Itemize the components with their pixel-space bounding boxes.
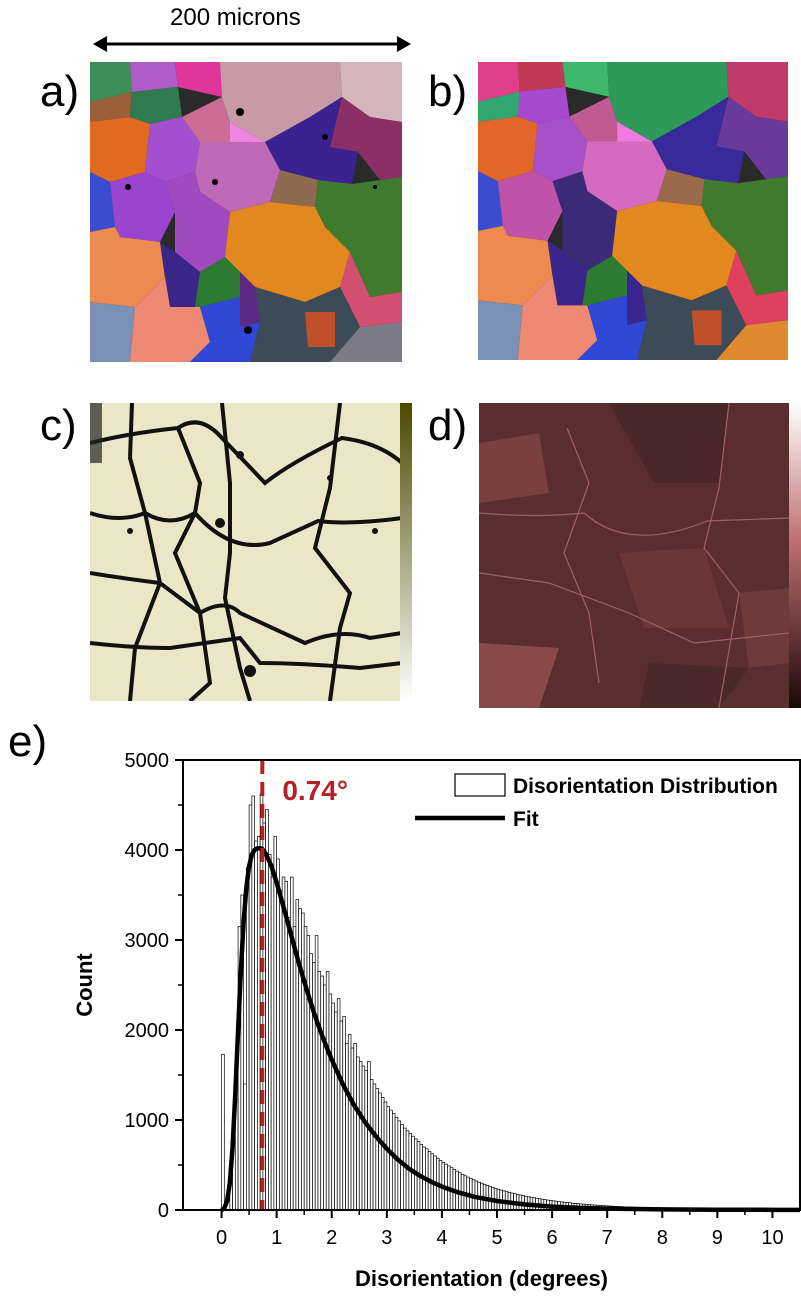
grain-boundary-map-c [90,403,412,701]
histogram-bar [367,1061,371,1211]
histogram-bar [372,1083,377,1211]
histogram-bar [279,890,283,1211]
histogram-bar [314,935,319,1211]
histogram-bar [257,836,261,1211]
fit-curve [220,845,801,1213]
x-tick-label: 6 [547,1227,558,1249]
legend-swatch-histogram [454,773,506,797]
histogram-bar [312,962,316,1211]
histogram-bar [389,1109,393,1211]
x-tick-label: 10 [761,1227,783,1249]
y-axis-label: Count [72,953,97,1017]
histogram-bar [358,1061,363,1211]
histogram-bar [292,926,297,1211]
histogram-bar [284,881,289,1211]
histogram-bar [303,926,308,1211]
x-tick-label: 0 [216,1227,227,1249]
histogram-bar [287,917,291,1211]
y-tick-label: 0 [158,1200,169,1222]
colorbar-d [789,403,801,708]
chart-axes: 0 1 2 3 4 5 6 7 8 9 10 0 1000 2000 3000 4000 5000 Disorie… [72,750,801,1291]
colorbar-c [400,403,412,701]
histogram-bar [309,953,313,1211]
histogram-bar [380,1097,385,1211]
histogram-bar [394,1116,399,1211]
peak-marker: 0.74° [260,760,348,1210]
x-tick-label: 7 [602,1227,613,1249]
histogram-bar [334,1011,338,1211]
x-tick-label: 2 [326,1227,337,1249]
y-tick-label: 3000 [125,930,170,952]
histogram-bar [243,1083,247,1211]
histogram-bar [306,935,311,1211]
panel-label-d: d) [428,401,468,450]
histogram-bar [254,840,258,1211]
x-tick-label: 4 [436,1227,447,1249]
histogram-bar [353,1043,357,1211]
histogram-bar [375,1088,379,1211]
histogram-bar [265,809,269,1211]
misorientation-map-d [479,403,801,708]
histogram-bar [221,1053,225,1211]
x-tick-label: 5 [491,1227,502,1249]
fit-line [220,845,801,1213]
histogram-bar [276,858,280,1211]
x-axis-label: Disorientation (degrees) [355,1266,608,1291]
histogram-bar [325,971,330,1211]
histogram-bar [345,1043,349,1211]
histogram-bar [336,998,341,1211]
panel-label-a: a) [40,67,80,116]
histogram-bar [364,1070,368,1211]
legend-label-fit: Fit [513,808,539,831]
histogram-bar [347,1034,352,1211]
histogram-bar [356,1056,360,1211]
histogram-bar [331,1002,335,1211]
grain-orientation-map-a [90,62,402,362]
histogram-bar [328,993,333,1211]
panel-label-b: b) [428,67,468,116]
histogram-bar [246,867,250,1211]
histogram-bar [301,912,305,1211]
histogram-bar [383,1101,388,1211]
histogram-bar [403,1127,407,1211]
panel-label-c: c) [40,401,77,450]
histogram-bar [342,1016,346,1211]
histogram-bar [378,1092,382,1211]
disorientation-histogram-chart: 0.74° 0 1 2 3 4 5 6 7 8 9 10 0 1000 2000 3000 4000 5000 D… [72,750,801,1291]
histogram-bar [397,1120,401,1211]
histogram-bar [273,836,277,1211]
y-tick-label: 2000 [125,1020,170,1042]
scale-bar-label: 200 microns [170,4,301,31]
scale-bar-arrow [93,36,411,52]
peak-value-label: 0.74° [282,775,348,806]
y-tick-label: 1000 [125,1110,170,1132]
grain-orientation-map-b [478,62,788,360]
histogram-bar [320,975,324,1211]
y-tick-label: 4000 [125,840,170,862]
histogram-bar [298,908,302,1211]
histogram-bar [323,984,327,1211]
histogram-bar [391,1113,396,1211]
histogram-bar [400,1124,404,1211]
x-tick-label: 1 [271,1227,282,1249]
legend-label-histogram: Disorientation Distribution [513,775,778,798]
panel-label-e: e) [8,717,48,766]
chart-legend: Disorientation Distribution Fit [415,773,778,831]
histogram-bar [268,854,272,1211]
y-tick-label: 5000 [125,750,170,772]
histogram-bar [369,1079,374,1211]
histogram-bar [317,971,322,1211]
histogram-bar [339,1020,344,1211]
histogram-bar [281,876,286,1211]
histogram-bar [386,1106,390,1211]
histogram-bar [270,876,275,1211]
x-tick-label: 3 [381,1227,392,1249]
histogram-bar [350,1047,355,1211]
histogram-bar [361,1065,366,1211]
x-tick-label: 8 [657,1227,668,1249]
x-tick-label: 9 [712,1227,723,1249]
